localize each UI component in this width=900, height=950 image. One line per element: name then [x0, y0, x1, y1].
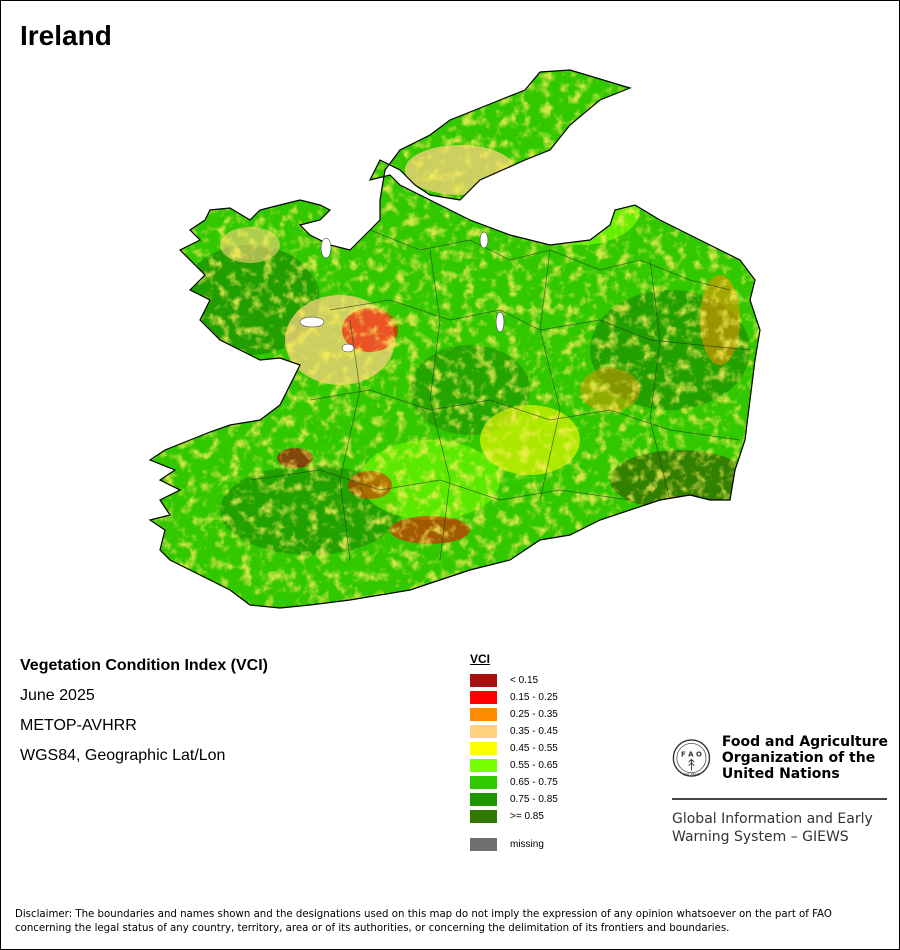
- map-title: Ireland: [20, 20, 112, 51]
- period: June 2025: [20, 687, 95, 704]
- legend-label: 0.55 - 0.65: [510, 760, 558, 771]
- legend-item: 0.25 - 0.35: [470, 706, 558, 723]
- sensor: METOP-AVHRR: [20, 717, 137, 734]
- disclaimer-line1: Disclaimer: The boundaries and names sho…: [15, 909, 832, 920]
- coastline: [148, 69, 761, 609]
- legend-label: >= 0.85: [510, 811, 544, 822]
- legend-label: 0.35 - 0.45: [510, 726, 558, 737]
- legend: VCI < 0.15 0.15 - 0.25 0.25 - 0.35 0.35 - 0…: [470, 652, 558, 853]
- ireland-vci-map: [148, 69, 761, 609]
- legend-swatch: [470, 725, 497, 738]
- legend-label-missing: missing: [510, 839, 544, 850]
- legend-item: 0.45 - 0.55: [470, 740, 558, 757]
- fao-logo-motto: FIAT PANIS: [683, 772, 700, 776]
- lakes: [299, 231, 505, 353]
- legend-swatch: [470, 742, 497, 755]
- legend-swatch: [470, 759, 497, 772]
- legend-swatch: [470, 691, 497, 704]
- fao-branding: F A O FIAT PANIS Food and Agriculture Or…: [672, 730, 888, 846]
- legend-item: 0.75 - 0.85: [470, 791, 558, 808]
- fao-logo-icon: F A O FIAT PANIS: [672, 739, 711, 777]
- giews-line2: Warning System – GIEWS: [672, 829, 849, 845]
- legend-item: < 0.15: [470, 672, 558, 689]
- legend-swatch: [470, 674, 497, 687]
- legend-swatch-missing: [470, 838, 497, 851]
- projection: WGS84, Geographic Lat/Lon: [20, 747, 226, 764]
- fao-name-line3: United Nations: [721, 766, 840, 782]
- disclaimer: Disclaimer: The boundaries and names sho…: [15, 908, 885, 936]
- fao-name-line2: Organization of the: [721, 750, 876, 766]
- legend-item: >= 0.85: [470, 808, 558, 825]
- fao-name: Food and Agriculture Organization of the…: [722, 734, 888, 782]
- legend-swatch: [470, 810, 497, 823]
- admin-boundaries: [249, 229, 751, 561]
- disclaimer-line2: concerning the legal status of any count…: [15, 923, 730, 934]
- legend-swatch: [470, 776, 497, 789]
- legend-label: 0.25 - 0.35: [510, 709, 558, 720]
- fao-logo-letters: F A O: [681, 751, 702, 759]
- legend-label: 0.45 - 0.55: [510, 743, 558, 754]
- map-info: Vegetation Condition Index (VCI) June 20…: [20, 655, 268, 775]
- legend-label: < 0.15: [510, 675, 539, 686]
- product-title: Vegetation Condition Index (VCI): [20, 657, 268, 674]
- legend-label: 0.75 - 0.85: [510, 794, 558, 805]
- giews-label: Global Information and Early Warning Sys…: [672, 810, 888, 846]
- legend-title: VCI: [470, 652, 491, 666]
- legend-swatch: [470, 708, 497, 721]
- legend-item-missing: missing: [470, 836, 558, 853]
- fao-name-line1: Food and Agriculture: [721, 734, 888, 750]
- legend-item: 0.35 - 0.45: [470, 723, 558, 740]
- legend-item: 0.65 - 0.75: [470, 774, 558, 791]
- giews-line1: Global Information and Early: [672, 811, 873, 827]
- legend-items: < 0.15 0.15 - 0.25 0.25 - 0.35 0.35 - 0.45 0…: [470, 672, 558, 825]
- vci-texture: [150, 70, 760, 608]
- legend-label: 0.15 - 0.25: [510, 692, 558, 703]
- legend-item: 0.15 - 0.25: [470, 689, 558, 706]
- legend-swatch: [470, 793, 497, 806]
- fao-divider: [672, 798, 887, 800]
- legend-label: 0.65 - 0.75: [510, 777, 558, 788]
- legend-item: 0.55 - 0.65: [470, 757, 558, 774]
